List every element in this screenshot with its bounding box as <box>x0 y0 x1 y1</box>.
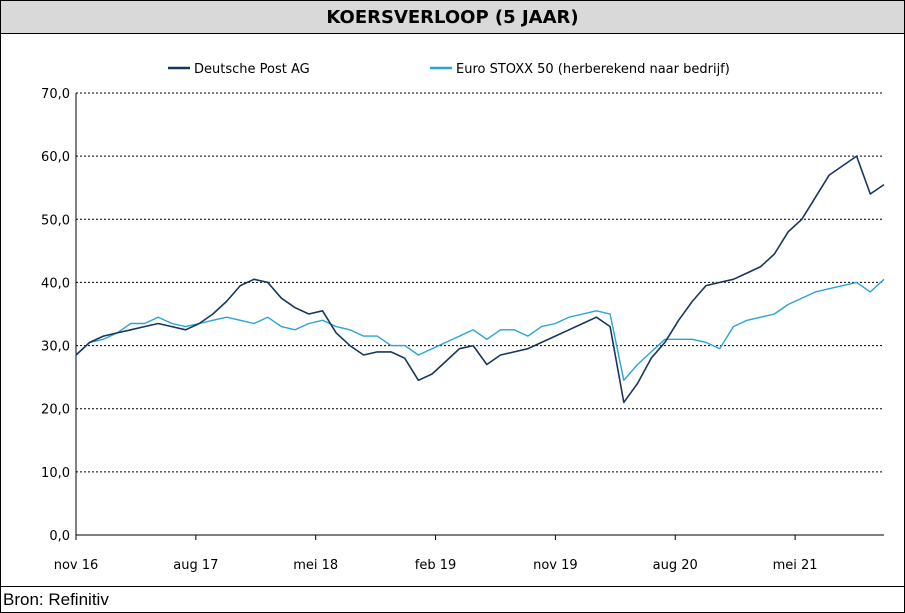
source-note: Bron: Refinitiv <box>1 586 904 612</box>
x-tick-label: mei 18 <box>293 558 338 573</box>
y-tick-label: 0,0 <box>49 529 70 544</box>
x-tick-label: aug 17 <box>173 558 218 573</box>
y-axis-ticks: 0,0 10,0 20,0 30,0 40,0 50,0 60,0 70,0 <box>41 87 70 544</box>
legend-label-euro-stoxx: Euro STOXX 50 (herberekend naar bedrijf) <box>456 62 730 77</box>
y-tick-label: 60,0 <box>41 150 70 165</box>
chart-title: KOERSVERLOOP (5 JAAR) <box>1 1 904 34</box>
y-tick-label: 30,0 <box>41 340 70 355</box>
x-tick-label: feb 19 <box>415 558 457 573</box>
y-tick-label: 10,0 <box>41 466 70 481</box>
x-axis-ticks: nov 16 aug 17 mei 18 feb 19 nov 19 aug 20 mei … <box>54 535 818 573</box>
series-lines <box>75 155 885 404</box>
y-tick-label: 50,0 <box>41 213 70 228</box>
series-line-euro-stoxx <box>75 278 885 381</box>
x-tick-label: mei 21 <box>773 558 818 573</box>
x-tick-label: nov 19 <box>533 558 578 573</box>
axes <box>75 93 884 536</box>
series-line-deutsche-post <box>75 155 885 404</box>
y-tick-label: 20,0 <box>41 403 70 418</box>
x-tick-label: nov 16 <box>54 558 99 573</box>
grid-lines <box>76 92 884 473</box>
y-tick-label: 70,0 <box>41 87 70 102</box>
y-tick-label: 40,0 <box>41 276 70 291</box>
legend-label-deutsche-post: Deutsche Post AG <box>194 62 310 77</box>
x-tick-label: aug 20 <box>653 558 698 573</box>
legend: Deutsche Post AG Euro STOXX 50 (herberek… <box>168 62 730 77</box>
